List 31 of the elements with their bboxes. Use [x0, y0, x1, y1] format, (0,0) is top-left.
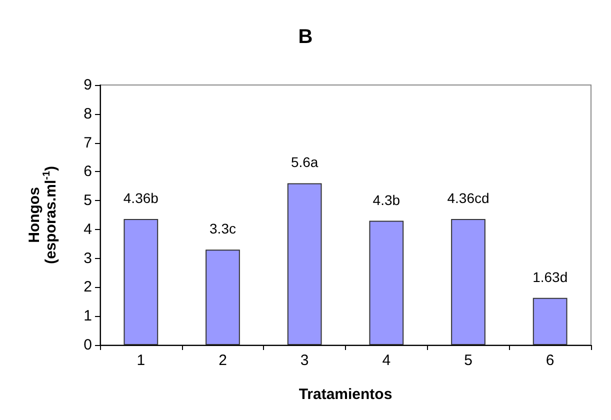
x-tick-label: 5: [464, 352, 472, 369]
x-axis-title: Tratamientos: [298, 386, 392, 403]
bar: [369, 220, 404, 345]
y-tick-label: 6: [84, 163, 92, 180]
y-axis-title: Hongos (esporas.ml-1): [26, 166, 60, 264]
y-tick-label: 7: [84, 134, 92, 152]
bar: [287, 183, 322, 345]
chart-title: B: [298, 26, 313, 48]
x-tick-label: 3: [300, 352, 309, 369]
data-label: 4.36cd: [447, 190, 490, 206]
data-label: 5.6a: [290, 154, 318, 170]
x-tick-label: 1: [136, 352, 146, 369]
x-tick-label: 4: [382, 352, 391, 369]
y-tick-label: 1: [84, 308, 92, 325]
bar: [451, 219, 486, 345]
y-tick-label: 8: [84, 105, 92, 122]
y-tick-label: 3: [84, 250, 92, 267]
data-label: 4.3b: [372, 192, 400, 208]
data-label: 3.3c: [210, 220, 236, 237]
y-tick-label: 5: [84, 192, 92, 210]
bar: [124, 219, 158, 345]
y-tick-label: 4: [84, 220, 92, 238]
bar: [532, 298, 568, 345]
y-tick-label: 9: [84, 76, 92, 94]
bar: [206, 250, 240, 345]
x-tick-label: 6: [546, 352, 554, 369]
data-label: 1.63d: [532, 268, 568, 285]
y-tick-label: 2: [84, 278, 92, 296]
y-tick-label: 0: [84, 336, 92, 354]
x-tick-label: 2: [218, 352, 227, 369]
data-label: 4.36b: [123, 190, 159, 206]
